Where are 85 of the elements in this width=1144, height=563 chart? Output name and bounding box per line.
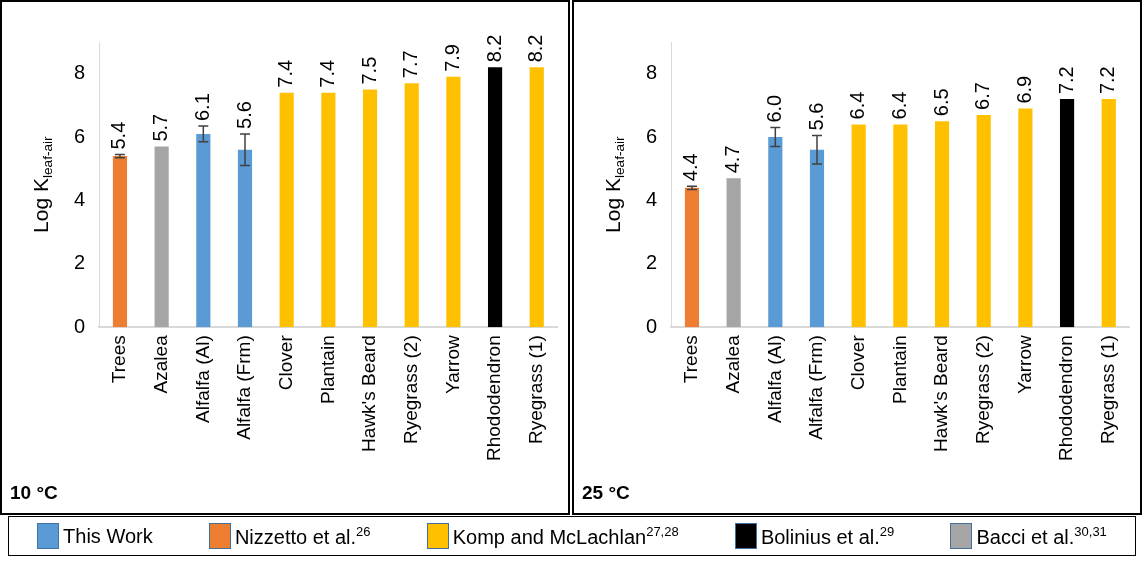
data-label: 7.2 <box>1054 66 1077 95</box>
data-label: 7.5 <box>357 56 380 85</box>
data-label: 5.6 <box>232 101 255 129</box>
bar <box>404 83 419 328</box>
data-label: 7.9 <box>440 44 463 72</box>
x-tick-label: Hawk's Beard <box>930 335 952 452</box>
data-label: 5.6 <box>804 102 827 131</box>
y-tick-label: 4 <box>646 188 658 211</box>
x-tick-label: Alfalfa (Frm) <box>805 335 827 440</box>
data-label: 8.2 <box>482 34 505 63</box>
bar <box>684 187 700 328</box>
x-tick-label: Ryegrass (1) <box>524 335 546 445</box>
x-tick-label: Trees <box>680 335 702 384</box>
x-tick-label: Clover <box>274 334 296 391</box>
text: 25 °C <box>582 481 631 503</box>
x-tick-label: Ryegrass (2) <box>971 335 993 445</box>
text: 10 °C <box>10 481 59 503</box>
data-label: 6.1 <box>190 93 213 121</box>
x-tick-label: Alfalfa (Frm) <box>233 335 255 440</box>
x-tick-label: Yarrow <box>441 335 463 395</box>
bar <box>976 114 991 328</box>
data-label: 7.4 <box>315 59 338 88</box>
y-tick-label: 0 <box>646 314 658 337</box>
x-tick-label: Hawk's Beard <box>358 335 380 452</box>
x-tick-label: Alfalfa (Al) <box>763 335 785 423</box>
bar <box>851 124 866 328</box>
y-tick-label: 6 <box>74 124 86 147</box>
y-tick-label: 2 <box>646 251 658 274</box>
x-tick-label: Trees <box>108 335 130 384</box>
bar <box>321 92 336 328</box>
data-label: 7.7 <box>399 50 422 79</box>
legend-label: Bolinius et al.$^{29}$ <box>760 523 895 549</box>
legend-label: Nizzetto et al.$^{26}$ <box>234 523 371 549</box>
y-tick-label: 8 <box>74 61 86 84</box>
data-label: 7.4 <box>274 59 297 88</box>
data-label: 5.7 <box>149 113 172 142</box>
bar <box>1101 99 1116 328</box>
bar <box>1018 108 1033 328</box>
x-tick-label: Azalea <box>149 334 171 394</box>
x-tick-label: Rhododendron <box>1055 335 1077 461</box>
bar <box>529 67 544 328</box>
data-label: 5.4 <box>107 121 130 150</box>
x-tick-label: Rhododendron <box>483 335 505 461</box>
data-label: 6.5 <box>929 88 952 117</box>
data-label: 4.4 <box>679 153 702 182</box>
bar <box>934 121 950 328</box>
y-axis-title: Log Kleaf-air <box>600 135 628 233</box>
x-tick-label: Plantain <box>888 335 910 404</box>
bar <box>112 156 128 328</box>
y-tick-label: 6 <box>646 124 658 147</box>
data-label: 6.9 <box>1012 75 1035 104</box>
y-tick-label: 8 <box>646 61 658 84</box>
data-label: 6.7 <box>971 82 994 110</box>
y-tick-label: 4 <box>74 188 86 211</box>
bar <box>362 89 378 328</box>
data-label: 6.4 <box>887 91 910 120</box>
data-label: 4.7 <box>721 145 744 174</box>
legend-label: Bacci et al.$^{30,31}$ <box>976 523 1107 549</box>
y-tick-label: 2 <box>74 251 86 274</box>
x-tick-label: Plantain <box>316 335 338 404</box>
bar <box>893 124 908 328</box>
y-axis-title: Log Kleaf-air <box>28 135 56 233</box>
bar <box>154 146 169 328</box>
x-tick-label: Ryegrass (2) <box>399 335 421 445</box>
y-tick-label: 0 <box>74 314 86 337</box>
bar <box>1059 99 1075 328</box>
bar <box>196 133 211 328</box>
data-label: 7.2 <box>1096 66 1119 95</box>
bar <box>809 149 825 328</box>
bar <box>279 92 294 328</box>
x-tick-label: Ryegrass (1) <box>1096 335 1118 445</box>
data-label: 6.4 <box>846 91 869 120</box>
data-label: 6.0 <box>762 94 785 123</box>
bar <box>487 67 503 328</box>
bar <box>237 149 253 328</box>
bar <box>726 178 741 328</box>
bar <box>446 76 461 328</box>
x-tick-label: Alfalfa (Al) <box>191 335 213 423</box>
data-label: 8.2 <box>524 34 547 63</box>
x-tick-label: Clover <box>846 334 868 391</box>
bar <box>768 137 783 328</box>
x-tick-label: Azalea <box>721 334 743 394</box>
legend-label: This Work <box>63 524 153 548</box>
legend-label: Komp and McLachlan$^{27,28}$ <box>452 523 679 549</box>
x-tick-label: Yarrow <box>1013 335 1035 395</box>
